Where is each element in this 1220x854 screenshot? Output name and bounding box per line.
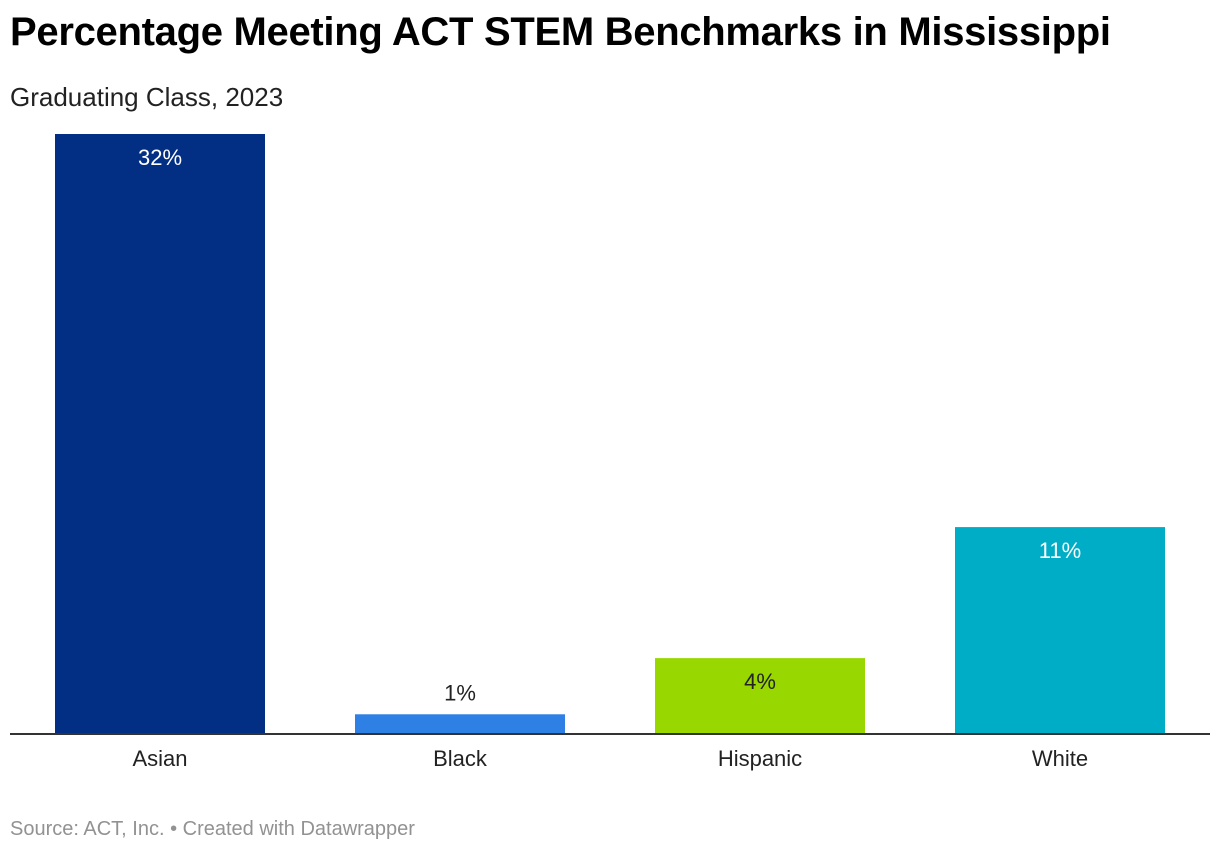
- bars-layer: [55, 134, 1165, 733]
- category-label-asian: Asian: [132, 746, 187, 771]
- bar-black: [355, 714, 565, 733]
- value-label-asian: 32%: [138, 145, 182, 170]
- category-label-white: White: [1032, 746, 1088, 771]
- bar-chart: 32% Asian 1% Black 4% Hispanic 11% White: [10, 134, 1210, 771]
- chart-subtitle: Graduating Class, 2023: [10, 82, 284, 112]
- bar-asian: [55, 134, 265, 733]
- labels-layer: 32% Asian 1% Black 4% Hispanic 11% White: [132, 145, 1088, 771]
- value-label-black: 1%: [444, 680, 476, 705]
- chart-title: Percentage Meeting ACT STEM Benchmarks i…: [10, 10, 1111, 54]
- value-label-white: 11%: [1039, 538, 1081, 563]
- category-label-hispanic: Hispanic: [718, 746, 802, 771]
- category-label-black: Black: [433, 746, 488, 771]
- value-label-hispanic: 4%: [744, 669, 776, 694]
- bar-hispanic: [655, 658, 865, 733]
- bar-white: [955, 527, 1165, 733]
- source-footer: Source: ACT, Inc. • Created with Datawra…: [10, 818, 415, 840]
